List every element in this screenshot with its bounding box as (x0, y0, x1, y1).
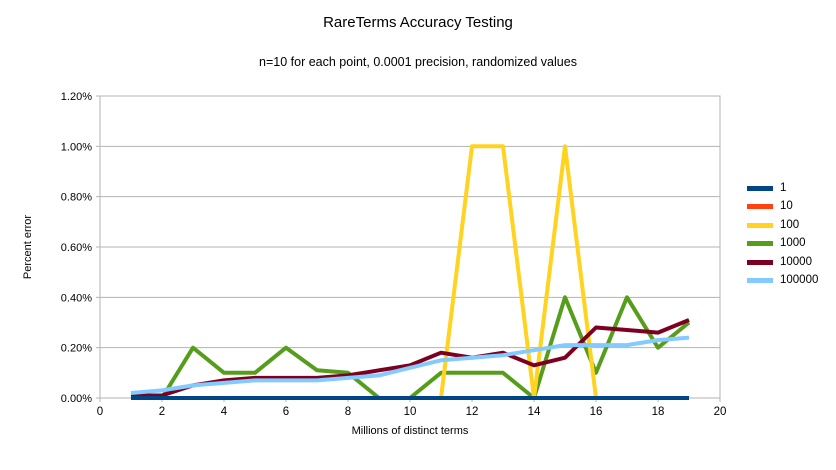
x-tick-label: 8 (345, 406, 351, 418)
chart-subtitle: n=10 for each point, 0.0001 precision, r… (259, 55, 577, 69)
legend-item: 100 (747, 216, 818, 235)
y-tick-label: 0.40% (61, 292, 92, 304)
x-tick-label: 14 (528, 406, 541, 418)
y-tick-label: 0.20% (61, 343, 92, 355)
chart-title: RareTerms Accuracy Testing (323, 14, 513, 31)
legend-label: 1 (780, 181, 787, 194)
y-tick-label: 0.00% (61, 393, 92, 405)
y-tick-label: 1.20% (61, 91, 92, 103)
x-tick-label: 12 (466, 406, 479, 418)
x-tick-label: 6 (283, 406, 289, 418)
series-line-10000 (131, 318, 690, 398)
x-tick-label: 16 (590, 406, 603, 418)
legend-swatch (747, 185, 773, 191)
legend-swatch (747, 259, 773, 265)
legend-swatch (747, 278, 773, 284)
legend-item: 100000 (747, 272, 818, 291)
y-tick-label: 0.80% (61, 192, 92, 204)
x-tick-label: 4 (221, 406, 228, 418)
x-tick-label: 10 (404, 406, 417, 418)
legend-label: 1000 (780, 237, 806, 249)
y-tick-label: 1.00% (61, 141, 92, 153)
x-tick-label: 20 (714, 406, 727, 418)
legend-label: 10000 (780, 255, 812, 268)
legend-swatch (747, 204, 773, 210)
legend: 1 10 100 1000 10000 100000 (747, 179, 818, 290)
legend-swatch (747, 222, 773, 228)
legend-item: 1 (747, 179, 818, 198)
legend-label: 10 (780, 200, 793, 212)
x-axis-title: Millions of distinct terms (351, 425, 469, 437)
y-axis-title: Percent error (22, 214, 34, 280)
series-line-100 (131, 144, 689, 400)
legend-label: 100000 (780, 274, 819, 286)
x-tick-label: 2 (159, 406, 165, 418)
y-tick-label: 0.60% (61, 242, 92, 254)
series-line-100000 (130, 335, 690, 395)
legend-item: 10000 (747, 253, 818, 272)
legend-item: 10 (747, 198, 818, 217)
x-tick-label: 0 (97, 406, 103, 418)
legend-item: 1000 (747, 235, 818, 254)
x-tick-label: 18 (652, 406, 665, 418)
legend-label: 100 (780, 218, 800, 231)
legend-swatch (747, 241, 773, 247)
